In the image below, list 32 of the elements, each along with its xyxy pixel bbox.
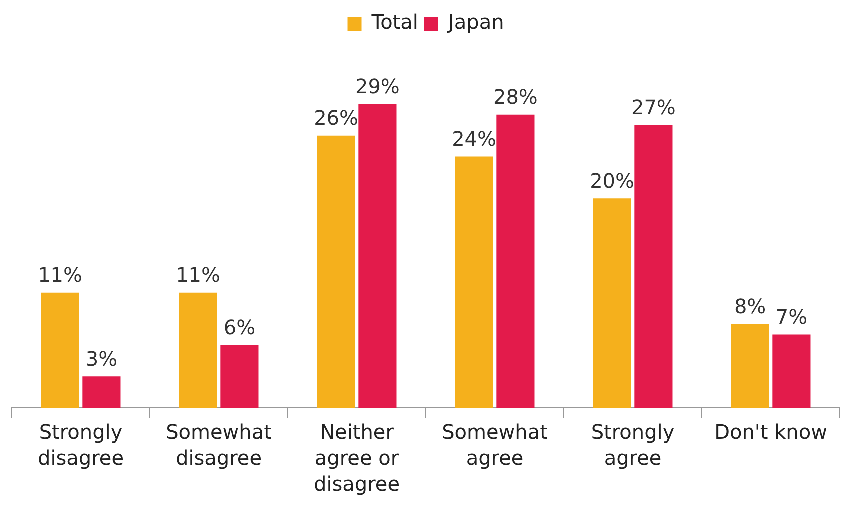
- x-tick-label: Don't know: [714, 420, 828, 444]
- bar: [179, 292, 218, 408]
- x-tick-label: Somewhat disagree: [166, 420, 272, 470]
- bar: [634, 125, 673, 408]
- data-label: 24%: [452, 127, 497, 152]
- data-label: 11%: [38, 263, 83, 288]
- x-tick-label: Strongly agree: [591, 420, 675, 470]
- data-label: 11%: [176, 263, 221, 288]
- data-label: 28%: [493, 85, 538, 110]
- x-tick-label: Neither agree or disagree: [314, 420, 400, 496]
- bar: [82, 376, 121, 408]
- data-label: 29%: [355, 74, 400, 99]
- x-tick-label: Somewhat agree: [442, 420, 548, 470]
- legend-label: Japan: [446, 10, 504, 34]
- x-tick-label: Strongly disagree: [38, 420, 124, 470]
- data-label: 26%: [314, 106, 359, 130]
- bar: [220, 345, 259, 408]
- data-label: 8%: [734, 294, 766, 318]
- data-label: 27%: [631, 96, 676, 120]
- bar: [772, 334, 811, 408]
- bar: [41, 292, 80, 408]
- data-label: 3%: [86, 346, 118, 371]
- data-label: 7%: [776, 304, 808, 329]
- bar: [731, 324, 770, 408]
- bar: [317, 136, 356, 408]
- bar: [358, 104, 397, 408]
- bar: [496, 114, 535, 408]
- bar: [455, 156, 494, 408]
- bar: [593, 198, 632, 408]
- data-label: 6%: [224, 315, 256, 340]
- data-label: 20%: [590, 168, 635, 193]
- legend-label: Total: [370, 10, 418, 34]
